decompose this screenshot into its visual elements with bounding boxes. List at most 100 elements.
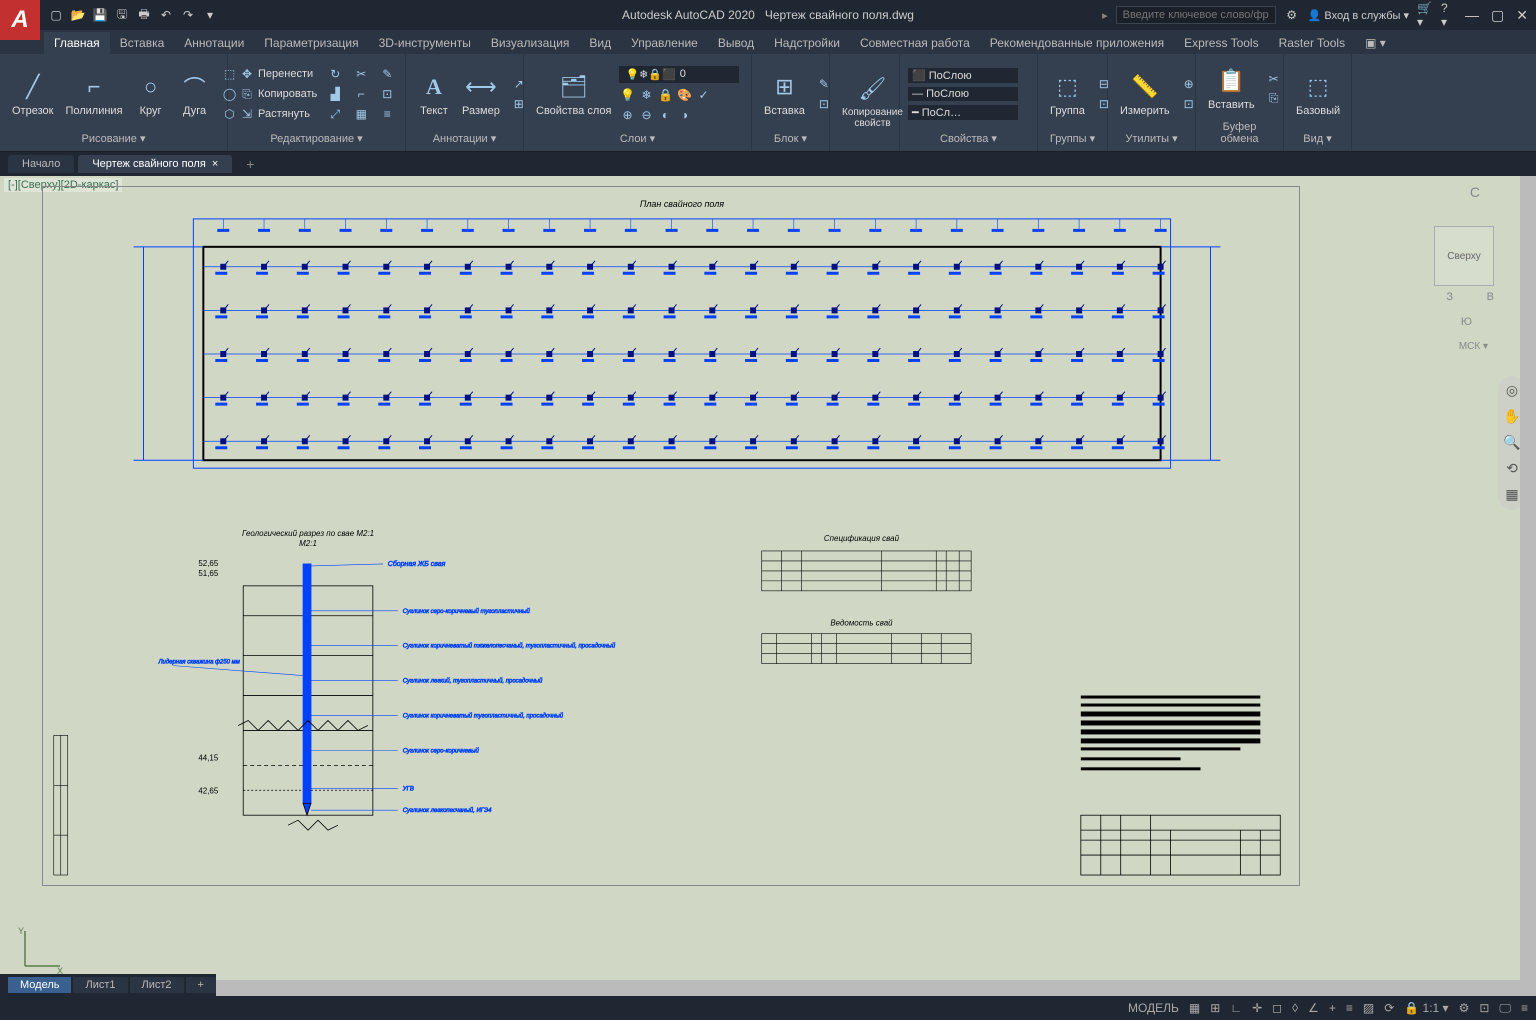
measure-button[interactable]: 📏Измерить	[1116, 69, 1174, 119]
minimize-button[interactable]: —	[1465, 7, 1479, 24]
paste-button[interactable]: 📋Вставить	[1204, 63, 1259, 113]
matchprops-button[interactable]: 🖌Копирование свойств	[838, 71, 907, 131]
tab-manage[interactable]: Управление	[621, 32, 708, 54]
search-input[interactable]	[1116, 6, 1276, 24]
sb-custom-icon[interactable]: ≡	[1521, 1001, 1528, 1015]
drawing-canvas[interactable]: [-][Сверху][2D-каркас] С Сверху З В Ю МС…	[0, 176, 1536, 996]
tab-more[interactable]: ▣ ▾	[1355, 32, 1396, 54]
nav-orbit-icon[interactable]: ⟲	[1503, 460, 1521, 478]
layer-tool-9[interactable]: ◑	[676, 107, 692, 123]
group-button[interactable]: ⬚Группа	[1046, 69, 1089, 119]
mirror-button[interactable]: ▟	[324, 85, 346, 103]
copy-clip-button[interactable]: ⎘	[1263, 90, 1285, 108]
layout-model[interactable]: Модель	[8, 977, 71, 993]
layout-add[interactable]: +	[186, 977, 216, 993]
plot-icon[interactable]: 🖶	[136, 7, 152, 23]
tab-3dtools[interactable]: 3D-инструменты	[369, 32, 481, 54]
tab-express[interactable]: Express Tools	[1174, 32, 1268, 54]
saveas-icon[interactable]: 🖫	[114, 7, 130, 23]
save-icon[interactable]: 💾	[92, 7, 108, 23]
scale-button[interactable]: ⤢	[324, 105, 346, 123]
tab-insert[interactable]: Вставка	[110, 32, 175, 54]
sb-lwt-icon[interactable]: ≡	[1346, 1001, 1353, 1015]
sb-polar-icon[interactable]: ✛	[1252, 1001, 1262, 1015]
undo-icon[interactable]: ↶	[158, 7, 174, 23]
sb-transparency-icon[interactable]: ▨	[1363, 1001, 1374, 1015]
signin-button[interactable]: 👤 Вход в службы ▾	[1308, 9, 1409, 22]
sb-gear-icon[interactable]: ⚙	[1459, 1001, 1470, 1015]
color-dropdown[interactable]: ⬛ ПоСлою	[908, 68, 1018, 83]
horizontal-scrollbar[interactable]	[0, 980, 1520, 996]
fillet-button[interactable]: ⌐	[350, 85, 372, 103]
layer-dropdown[interactable]: 💡❄🔒⬛ 0	[619, 66, 739, 83]
layerprops-button[interactable]: 🗂Свойства слоя	[532, 69, 615, 119]
layer-tool-6[interactable]: ⊕	[619, 107, 635, 123]
layer-tool-5[interactable]: ✓	[695, 87, 711, 103]
arc-button[interactable]: ⌒Дуга	[175, 69, 215, 119]
sb-cycle-icon[interactable]: ⟳	[1384, 1001, 1394, 1015]
sb-model[interactable]: МОДЕЛЬ	[1128, 1001, 1179, 1015]
close-tab-icon[interactable]: ×	[212, 158, 218, 170]
copy-button[interactable]: ⎘Копировать	[236, 85, 320, 103]
doctab-add[interactable]: +	[236, 156, 264, 172]
tab-home[interactable]: Главная	[44, 32, 110, 54]
sb-snap-icon[interactable]: ⊞	[1210, 1001, 1220, 1015]
dimension-button[interactable]: ⟷Размер	[458, 69, 504, 119]
mod-misc-2[interactable]: ⊡	[376, 85, 398, 103]
polyline-button[interactable]: ⌐Полилиния	[61, 69, 126, 119]
layout-sheet1[interactable]: Лист1	[73, 977, 127, 993]
tab-featured[interactable]: Рекомендованные приложения	[980, 32, 1174, 54]
array-button[interactable]: ▦	[350, 105, 372, 123]
line-button[interactable]: ╱Отрезок	[8, 69, 57, 119]
rotate-button[interactable]: ↻	[324, 65, 346, 83]
layer-tool-3[interactable]: 🔒	[657, 87, 673, 103]
layer-tool-2[interactable]: ❄	[638, 87, 654, 103]
nav-showmotion-icon[interactable]: ▦	[1503, 486, 1521, 504]
exchange-icon[interactable]: 🛒 ▾	[1417, 7, 1433, 23]
sb-grid-icon[interactable]: ▦	[1189, 1001, 1200, 1015]
sb-annoscale[interactable]: 🔒 1:1 ▾	[1404, 1001, 1448, 1015]
linetype-dropdown[interactable]: ━ ПоСл…	[908, 105, 1018, 120]
mod-misc-3[interactable]: ≡	[376, 105, 398, 123]
layer-tool-1[interactable]: 💡	[619, 87, 635, 103]
doctab-start[interactable]: Начало	[8, 155, 74, 173]
stretch-button[interactable]: ⇲Растянуть	[236, 105, 320, 123]
insert-block-button[interactable]: ⊞Вставка	[760, 69, 809, 119]
cut-button[interactable]: ✂	[1263, 70, 1285, 88]
vertical-scrollbar[interactable]	[1520, 176, 1536, 996]
new-icon[interactable]: ▢	[48, 7, 64, 23]
sb-3dosnap-icon[interactable]: ◊	[1292, 1001, 1298, 1015]
sb-dyn-icon[interactable]: +	[1329, 1001, 1336, 1015]
layer-tool-8[interactable]: ◐	[657, 107, 673, 123]
tab-raster[interactable]: Raster Tools	[1269, 32, 1355, 54]
baseview-button[interactable]: ⬚Базовый	[1292, 69, 1344, 119]
circle-button[interactable]: ○Круг	[131, 69, 171, 119]
tab-collab[interactable]: Совместная работа	[850, 32, 980, 54]
layer-tool-7[interactable]: ⊖	[638, 107, 654, 123]
wcs-label[interactable]: МСК ▾	[1459, 341, 1488, 352]
text-button[interactable]: AТекст	[414, 69, 454, 119]
doctab-drawing[interactable]: Чертеж свайного поля ×	[78, 155, 232, 173]
sb-monitor-icon[interactable]: 🖵	[1499, 1001, 1511, 1016]
help-icon[interactable]: ? ▾	[1441, 7, 1457, 23]
maximize-button[interactable]: ▢	[1491, 7, 1504, 24]
tab-output[interactable]: Вывод	[708, 32, 764, 54]
mod-misc-1[interactable]: ✎	[376, 65, 398, 83]
sb-osnap-icon[interactable]: ◻	[1272, 1001, 1282, 1015]
tab-addins[interactable]: Надстройки	[764, 32, 850, 54]
close-button[interactable]: ✕	[1516, 7, 1528, 24]
tab-visualize[interactable]: Визуализация	[481, 32, 580, 54]
nav-wheel-icon[interactable]: ◎	[1503, 382, 1521, 400]
redo-icon[interactable]: ↷	[180, 7, 196, 23]
viewcube[interactable]: Сверху	[1434, 226, 1494, 286]
nav-pan-icon[interactable]: ✋	[1503, 408, 1521, 426]
lineweight-dropdown[interactable]: — ПоСлою	[908, 87, 1018, 101]
tab-view[interactable]: Вид	[579, 32, 621, 54]
sb-otrack-icon[interactable]: ∠	[1308, 1001, 1319, 1015]
layout-sheet2[interactable]: Лист2	[130, 977, 184, 993]
trim-button[interactable]: ✂	[350, 65, 372, 83]
nav-zoom-icon[interactable]: 🔍	[1503, 434, 1521, 452]
sb-ortho-icon[interactable]: ∟	[1230, 1001, 1242, 1015]
tab-parametric[interactable]: Параметризация	[254, 32, 368, 54]
qat-more-icon[interactable]: ▾	[202, 7, 218, 23]
